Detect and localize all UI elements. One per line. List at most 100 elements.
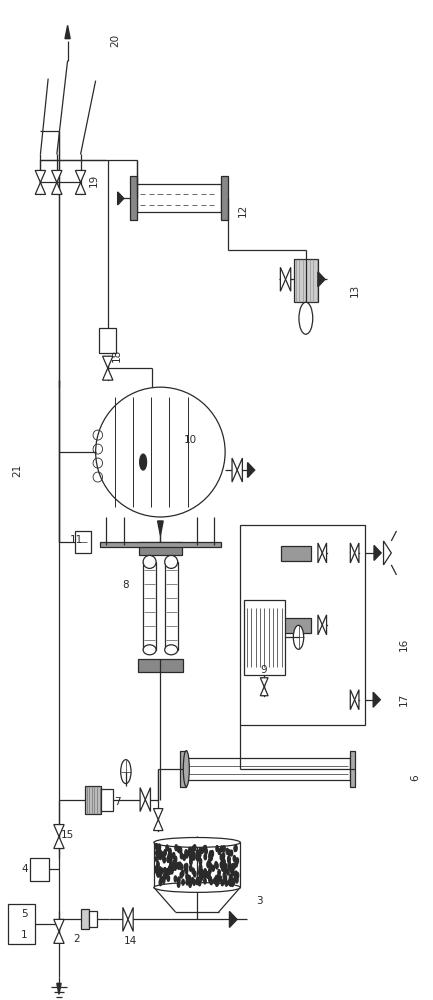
Polygon shape	[54, 837, 64, 849]
Circle shape	[174, 876, 177, 882]
Polygon shape	[322, 615, 326, 635]
Circle shape	[228, 862, 231, 868]
Circle shape	[178, 877, 180, 883]
Circle shape	[226, 848, 229, 854]
Circle shape	[228, 879, 231, 885]
Circle shape	[172, 853, 175, 859]
Circle shape	[168, 848, 171, 854]
Circle shape	[168, 866, 171, 872]
Circle shape	[231, 881, 234, 887]
Polygon shape	[52, 170, 62, 182]
Bar	[138, 659, 183, 672]
Ellipse shape	[165, 645, 178, 655]
Bar	[99, 328, 116, 353]
Circle shape	[232, 869, 234, 875]
Circle shape	[191, 854, 194, 860]
Text: 13: 13	[349, 284, 360, 297]
Circle shape	[169, 857, 172, 863]
Circle shape	[178, 863, 180, 869]
Circle shape	[232, 864, 234, 870]
Circle shape	[158, 871, 160, 877]
Circle shape	[197, 877, 199, 883]
Circle shape	[229, 880, 232, 886]
Circle shape	[197, 851, 200, 857]
Circle shape	[208, 859, 211, 865]
Text: 12: 12	[237, 204, 247, 217]
Circle shape	[170, 862, 172, 868]
Circle shape	[207, 862, 210, 868]
Circle shape	[186, 874, 188, 880]
Circle shape	[193, 879, 195, 885]
Circle shape	[155, 856, 158, 862]
Circle shape	[209, 851, 212, 857]
Circle shape	[158, 848, 161, 854]
Polygon shape	[153, 820, 163, 831]
Polygon shape	[35, 182, 45, 194]
Polygon shape	[140, 788, 145, 812]
Polygon shape	[318, 272, 325, 287]
Circle shape	[231, 868, 234, 874]
Circle shape	[185, 850, 187, 856]
Circle shape	[224, 864, 227, 870]
Circle shape	[168, 854, 171, 860]
Circle shape	[219, 876, 222, 882]
Text: 14: 14	[123, 936, 137, 946]
Circle shape	[207, 872, 209, 878]
Circle shape	[182, 879, 184, 885]
Circle shape	[159, 880, 162, 886]
Circle shape	[204, 845, 207, 851]
Polygon shape	[54, 931, 64, 943]
Circle shape	[192, 854, 195, 860]
Circle shape	[161, 852, 164, 858]
Polygon shape	[145, 788, 150, 812]
Circle shape	[204, 869, 207, 875]
Bar	[85, 786, 101, 814]
Circle shape	[181, 870, 184, 876]
Circle shape	[209, 876, 211, 882]
Circle shape	[222, 853, 225, 859]
Text: 4: 4	[21, 864, 28, 874]
Circle shape	[198, 855, 200, 861]
Circle shape	[189, 881, 191, 887]
Circle shape	[215, 862, 217, 868]
Circle shape	[223, 872, 226, 878]
Circle shape	[230, 867, 233, 873]
Circle shape	[158, 851, 161, 857]
Polygon shape	[248, 463, 255, 478]
Text: 11: 11	[70, 535, 83, 545]
Circle shape	[179, 863, 182, 869]
Text: 7: 7	[114, 797, 120, 807]
Polygon shape	[118, 192, 124, 205]
Circle shape	[216, 879, 219, 885]
Bar	[29, 858, 49, 881]
Circle shape	[209, 867, 211, 873]
Circle shape	[209, 876, 211, 882]
Circle shape	[235, 871, 237, 877]
Circle shape	[216, 863, 218, 869]
Bar	[240, 525, 365, 725]
Circle shape	[192, 868, 194, 874]
Circle shape	[177, 881, 180, 887]
Circle shape	[234, 872, 236, 878]
Circle shape	[164, 850, 166, 856]
Circle shape	[223, 846, 225, 852]
Polygon shape	[350, 690, 355, 710]
Circle shape	[213, 878, 216, 884]
Bar	[180, 751, 186, 787]
Circle shape	[216, 846, 219, 852]
Circle shape	[193, 852, 195, 858]
Circle shape	[221, 855, 223, 861]
Ellipse shape	[143, 645, 156, 655]
Circle shape	[204, 871, 207, 877]
Circle shape	[183, 854, 185, 860]
Polygon shape	[355, 543, 359, 563]
Ellipse shape	[96, 387, 225, 517]
Circle shape	[236, 872, 239, 878]
Circle shape	[199, 866, 202, 872]
Circle shape	[190, 854, 192, 860]
Circle shape	[198, 880, 201, 886]
Circle shape	[191, 848, 193, 853]
Circle shape	[159, 867, 161, 873]
Circle shape	[155, 844, 158, 850]
Circle shape	[174, 856, 177, 862]
